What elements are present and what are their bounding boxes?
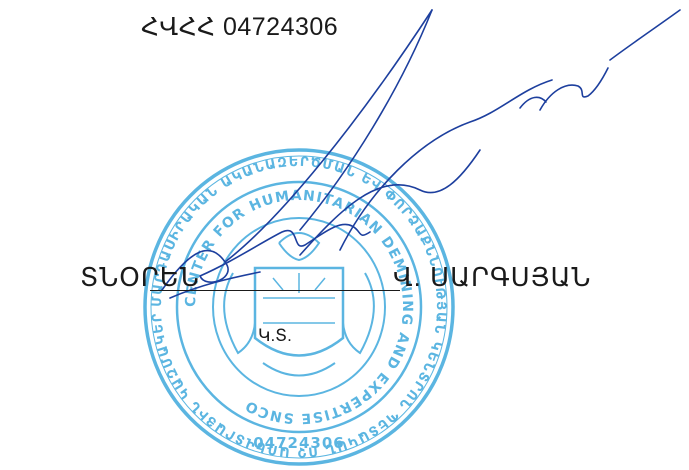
stamp-inner-text: CENTER FOR HUMANITARIAN DEMINING AND EXP… — [183, 188, 414, 426]
stamp-number: 04724306 — [253, 434, 345, 452]
signatory-name: Վ. ՍԱՐԳՍՅԱՆ — [393, 262, 592, 292]
stamp-border-texts: ՄԱՐԴԱՍԻՐԱԿԱՆ ԱԿԱՆԱԶԵՐԾՄԱՆ ԵՎ ՓՈՐՁԱՔՆՆՈՒԹ… — [143, 148, 447, 459]
official-stamp: ՄԱՐԴԱՍԻՐԱԿԱՆ ԱԿԱՆԱԶԵՐԾՄԱՆ ԵՎ ՓՈՐՁԱՔՆՆՈՒԹ… — [143, 148, 455, 466]
seal-place-label: Կ.Տ. — [258, 326, 292, 345]
signature-line — [150, 290, 400, 291]
svg-text:CENTER FOR HUMANITARIAN DEMINI: CENTER FOR HUMANITARIAN DEMINING AND EXP… — [183, 188, 415, 426]
signatory-role: ՏՆՕՐԵՆ — [80, 262, 200, 292]
tax-id: ՀՎՀՀ 04724306 — [141, 13, 339, 41]
